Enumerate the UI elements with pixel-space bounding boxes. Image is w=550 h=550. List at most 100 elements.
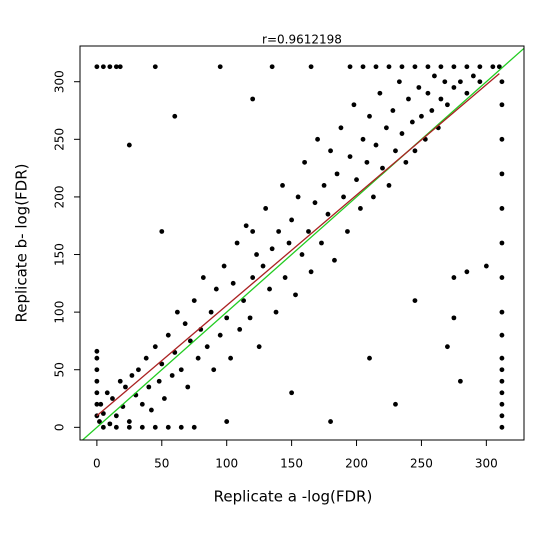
point [204, 344, 210, 350]
chart-title: r=0.9612198 [262, 33, 342, 47]
point [364, 159, 370, 165]
point [221, 263, 227, 269]
point [191, 298, 197, 304]
point [149, 407, 154, 413]
point [208, 309, 214, 315]
point [358, 206, 363, 211]
point [499, 102, 505, 108]
point [412, 298, 418, 304]
point [328, 419, 333, 424]
point [100, 411, 106, 416]
point [282, 275, 288, 280]
fit-line [96, 73, 500, 417]
point [406, 96, 411, 102]
point [412, 64, 418, 70]
point [386, 64, 392, 70]
point [470, 73, 476, 79]
point [100, 424, 106, 430]
point [260, 263, 266, 269]
point [312, 200, 318, 206]
point [321, 182, 327, 188]
point [161, 396, 167, 401]
point [373, 64, 379, 70]
point [234, 240, 240, 246]
point [499, 413, 505, 419]
point [499, 136, 505, 142]
point [126, 424, 132, 430]
point [139, 424, 145, 430]
point [319, 240, 324, 246]
point [499, 275, 505, 280]
point [499, 378, 505, 384]
point [299, 252, 305, 257]
point [499, 171, 505, 177]
point [367, 113, 372, 119]
point [429, 108, 435, 113]
point [438, 96, 444, 102]
point [383, 125, 389, 131]
point [445, 344, 450, 350]
point [123, 384, 128, 390]
y-tick-label: 300 [53, 70, 67, 93]
y-tick-label: 150 [53, 243, 67, 266]
point [224, 419, 230, 424]
point [393, 401, 398, 407]
point [126, 419, 132, 424]
point [107, 64, 113, 70]
x-tick-label: 250 [410, 457, 433, 471]
point [200, 275, 206, 280]
point [156, 378, 162, 384]
point [367, 355, 372, 361]
y-tick-label: 200 [53, 185, 67, 208]
point [280, 182, 285, 188]
y-tick-label: 250 [53, 128, 67, 151]
point [174, 309, 180, 315]
point [159, 229, 165, 234]
point [94, 348, 100, 354]
point [152, 64, 158, 70]
point [308, 269, 314, 275]
y-tick-label: 0 [53, 424, 67, 432]
point [483, 263, 489, 269]
point [332, 257, 337, 263]
point [110, 396, 115, 401]
point [129, 373, 135, 378]
point [256, 344, 262, 350]
point [496, 64, 502, 70]
point [451, 315, 457, 321]
point [377, 90, 383, 96]
point [499, 240, 505, 246]
point [345, 229, 350, 234]
point [409, 119, 415, 125]
point [107, 421, 113, 427]
y-tick-label: 100 [53, 301, 67, 324]
point [267, 286, 272, 292]
point [250, 96, 256, 102]
point [100, 64, 106, 70]
point [165, 424, 171, 430]
point [136, 367, 141, 373]
point [250, 275, 256, 280]
point [117, 64, 123, 70]
point [306, 229, 311, 234]
point [182, 321, 188, 327]
point [457, 79, 463, 85]
point [94, 367, 100, 373]
y-axis-label: Replicate b- log(FDR) [13, 163, 31, 322]
point [165, 332, 171, 338]
point [393, 148, 398, 154]
point [217, 332, 223, 338]
point [237, 327, 243, 332]
point [499, 206, 505, 211]
point [425, 90, 431, 96]
point [464, 90, 470, 96]
point [117, 378, 123, 384]
point [451, 85, 457, 90]
point [94, 378, 100, 384]
point [477, 64, 483, 70]
point [94, 401, 100, 407]
point [432, 73, 437, 79]
point [412, 148, 418, 154]
point [464, 64, 470, 70]
